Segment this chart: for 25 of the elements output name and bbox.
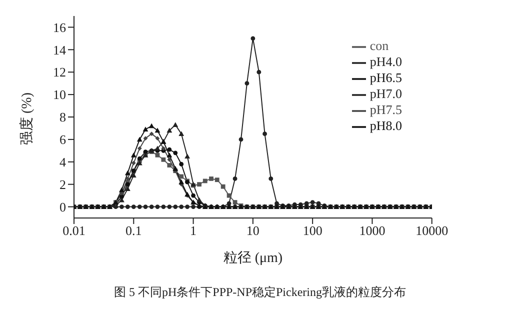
legend-label: con	[370, 38, 389, 53]
x-tick-label: 1	[190, 223, 197, 238]
y-tick-label: 8	[60, 110, 66, 125]
y-tick-label: 6	[60, 132, 66, 148]
y-tick-label: 0	[60, 199, 66, 214]
legend-label: pH6.5	[370, 70, 402, 86]
y-tick-label: 10	[53, 87, 66, 102]
y-tick-label: 12	[53, 64, 66, 80]
legend-label: pH8.0	[370, 118, 402, 134]
y-tick-label: 4	[60, 154, 66, 170]
x-tick-label: 10000	[416, 223, 448, 238]
caption: 图 5 不同pH条件下PPP-NP稳定Pickering乳液的粒度分布	[112, 284, 407, 301]
legend-label: pH7.0	[370, 86, 402, 102]
y-axis-title: 强度 (%)	[18, 92, 35, 145]
x-axis-title: 粒径 (μm)	[223, 250, 283, 266]
y-tick-label: 2	[60, 176, 66, 192]
x-tick-label: 10	[246, 223, 260, 238]
x-tick-label: 0.1	[126, 223, 142, 238]
y-tick-label: 14	[53, 42, 66, 58]
x-tick-label: 0.01	[62, 223, 86, 238]
x-tick-label: 1000	[359, 223, 386, 238]
x-tick-label: 100	[302, 223, 322, 238]
y-tick-label: 16	[53, 20, 66, 35]
legend-label: pH7.5	[370, 102, 402, 118]
legend-label: pH4.0	[370, 54, 402, 70]
